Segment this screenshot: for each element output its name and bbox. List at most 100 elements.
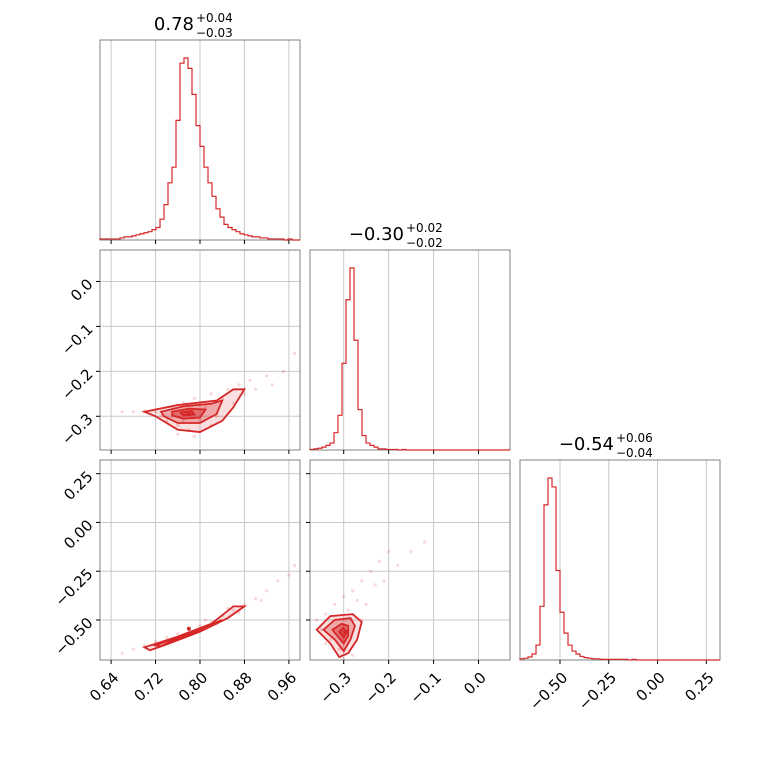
sample-point xyxy=(209,392,213,396)
sample-point xyxy=(360,579,364,583)
sample-point xyxy=(342,594,346,599)
sample-point xyxy=(242,392,247,396)
sample-point xyxy=(153,639,158,644)
sample-point xyxy=(253,596,258,601)
sample-point xyxy=(253,387,258,391)
sample-point xyxy=(265,374,269,378)
sample-point xyxy=(265,589,269,593)
density-contour xyxy=(141,388,247,433)
sample-point xyxy=(324,641,328,646)
sample-point xyxy=(165,635,169,640)
sample-point xyxy=(281,369,285,373)
title-plus-error: +0.02 xyxy=(406,221,443,235)
histogram-panel-p2 xyxy=(519,459,721,664)
sample-point xyxy=(387,550,391,554)
sample-point xyxy=(287,573,291,577)
x-tick-label: 0.64 xyxy=(86,669,122,705)
sample-point xyxy=(153,410,158,414)
x-tick-label: 0.80 xyxy=(175,669,211,705)
sample-point xyxy=(333,602,337,606)
sample-point xyxy=(373,583,377,587)
x-tick-label: −0.1 xyxy=(406,669,444,707)
y-tick-label: 0.25 xyxy=(60,467,96,503)
title-value: −0.30 xyxy=(349,224,404,245)
sample-point xyxy=(176,423,180,427)
y-tick-label: 0.00 xyxy=(60,516,96,552)
density-peak xyxy=(186,626,191,631)
sample-point xyxy=(292,351,297,355)
sample-point xyxy=(131,647,135,651)
histogram-panel-p0 xyxy=(99,39,301,244)
sample-point xyxy=(328,637,332,642)
sample-point xyxy=(248,378,252,382)
sample-point xyxy=(342,657,346,660)
sample-point xyxy=(409,550,413,554)
scatter-contents xyxy=(120,563,297,655)
sample-point xyxy=(237,383,241,387)
sample-point xyxy=(231,401,235,405)
y-tick-label: −0.2 xyxy=(58,365,96,403)
panel-frame xyxy=(519,459,721,661)
scatter-panel-p0-p1 xyxy=(96,249,301,454)
sample-point xyxy=(396,563,400,567)
panel-frame xyxy=(309,459,511,661)
sample-point xyxy=(276,579,280,583)
y-tick-label: −0.50 xyxy=(51,614,96,659)
histogram-step-line xyxy=(309,267,510,451)
sample-point xyxy=(176,632,180,636)
x-tick-label: 0.96 xyxy=(264,669,300,705)
x-tick-label: 0.00 xyxy=(633,669,669,705)
title-minus-error: −0.03 xyxy=(196,26,233,40)
x-tick-label: −0.50 xyxy=(526,669,571,714)
panel-title-p0: 0.78 +0.04−0.03 xyxy=(154,11,233,40)
sample-point xyxy=(378,559,382,564)
scatter-contents xyxy=(315,540,427,660)
panel-title-p2: −0.54 +0.06−0.04 xyxy=(559,431,653,460)
density-contour xyxy=(180,630,195,638)
sample-point xyxy=(364,602,368,606)
sample-point xyxy=(315,618,319,622)
sample-point xyxy=(382,579,386,583)
sample-point xyxy=(346,608,350,612)
sample-point xyxy=(226,387,230,391)
sample-point xyxy=(355,598,359,603)
title-minus-error: −0.02 xyxy=(406,236,443,250)
density-peak xyxy=(186,412,191,417)
sample-point xyxy=(203,405,208,409)
sample-point xyxy=(319,628,323,632)
sample-point xyxy=(337,647,341,651)
x-tick-label: −0.2 xyxy=(361,669,399,707)
title-plus-error: +0.04 xyxy=(196,11,233,25)
sample-point xyxy=(351,589,355,593)
sample-point xyxy=(192,396,197,400)
panel-title-p1: −0.30 +0.02−0.02 xyxy=(349,221,443,250)
histogram-panel-p1 xyxy=(309,249,511,454)
title-minus-error: −0.04 xyxy=(616,446,653,460)
x-tick-label: 0.0 xyxy=(460,669,490,699)
x-tick-label: 0.25 xyxy=(681,669,717,705)
title-plus-error: +0.06 xyxy=(616,431,653,445)
sample-point xyxy=(231,608,235,612)
sample-point xyxy=(292,563,297,567)
y-tick-label: −0.3 xyxy=(58,410,96,448)
x-tick-label: −0.25 xyxy=(575,669,620,714)
scatter-panel-p1-p2 xyxy=(306,459,511,664)
sample-point xyxy=(181,419,185,423)
x-tick-label: −0.3 xyxy=(317,669,355,707)
y-tick-label: −0.25 xyxy=(51,565,96,610)
title-value: 0.78 xyxy=(154,14,194,35)
sample-point xyxy=(198,624,202,628)
title-value: −0.54 xyxy=(559,434,614,455)
sample-point xyxy=(351,653,355,657)
sample-point xyxy=(159,414,163,418)
sample-point xyxy=(259,598,263,603)
sample-point xyxy=(324,612,328,616)
sample-point xyxy=(176,432,180,436)
sample-point xyxy=(423,540,427,544)
scatter-panel-p0-p2 xyxy=(96,459,301,664)
scatter-contents xyxy=(120,351,297,439)
sample-point xyxy=(203,618,208,622)
y-tick-label: −0.1 xyxy=(58,320,96,358)
sample-point xyxy=(120,651,124,655)
